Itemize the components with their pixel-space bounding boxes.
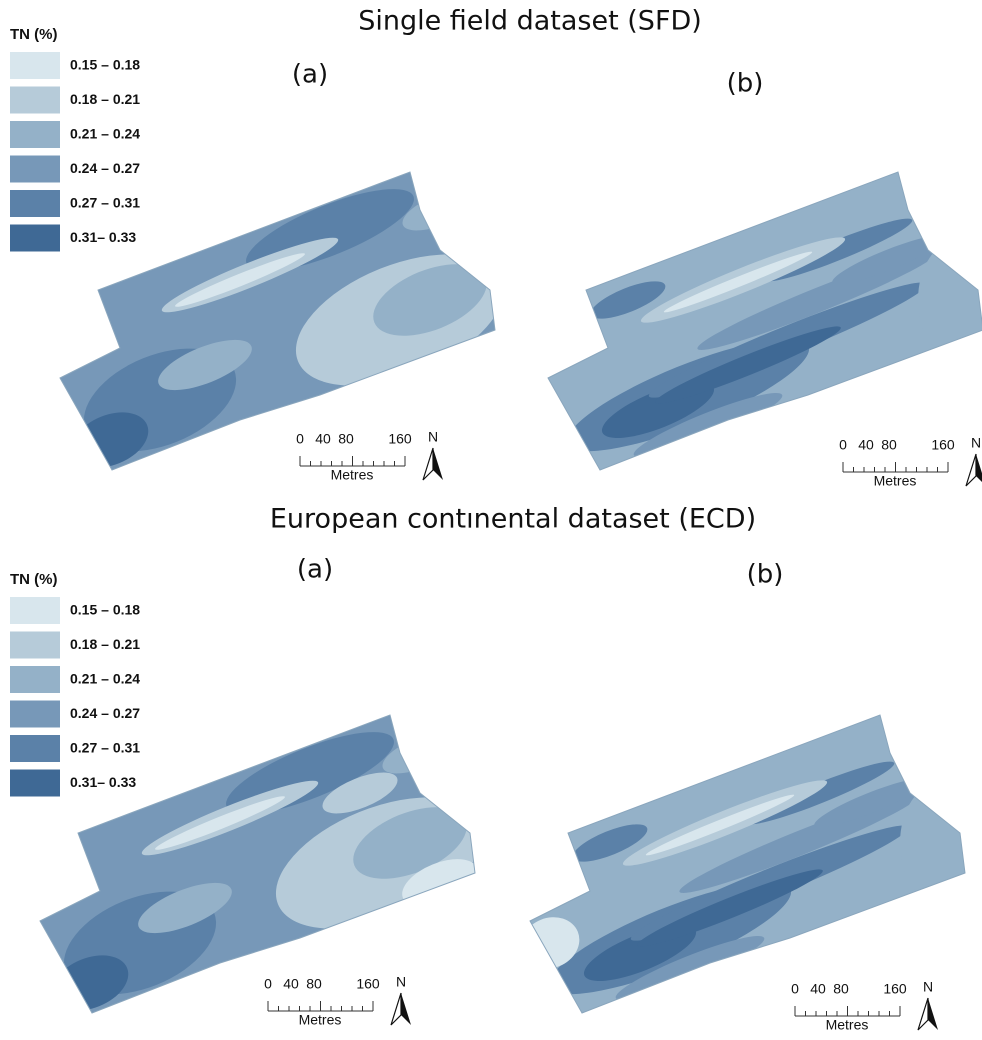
- scale-unit: Metres: [299, 1012, 342, 1028]
- legend-label: 0.15 – 0.18: [70, 602, 140, 618]
- scale-label: 40: [810, 981, 826, 997]
- map-zone: [175, 253, 305, 307]
- legend-title: TN (%): [10, 26, 58, 43]
- north-arrow: [928, 998, 938, 1030]
- legend-swatch: [10, 190, 60, 217]
- north-label: N: [428, 429, 438, 445]
- legend-swatch: [10, 700, 60, 728]
- map-zone: [633, 393, 783, 457]
- legend-swatch: [10, 52, 60, 79]
- scale-label: 160: [356, 976, 380, 992]
- map: [547, 171, 982, 471]
- scale-unit: Metres: [331, 467, 374, 483]
- legend-swatch: [10, 666, 60, 693]
- map-zone: [155, 796, 285, 850]
- map-zone: [655, 326, 841, 404]
- scale-label: 0: [839, 437, 847, 453]
- map-zone: [663, 251, 813, 313]
- scale-label: 40: [858, 437, 874, 453]
- scale-unit: Metres: [826, 1017, 869, 1033]
- scale-label: 40: [315, 431, 331, 447]
- map-zone: [679, 793, 921, 893]
- legend-label: 0.24 – 0.27: [70, 160, 140, 176]
- panel-label: (a): [292, 60, 328, 90]
- map-zone: [158, 339, 252, 391]
- legend-label: 0.27 – 0.31: [70, 740, 140, 756]
- legend-label: 0.31– 0.33: [70, 229, 136, 245]
- map-fill: [40, 715, 475, 1013]
- panel-label: (a): [297, 555, 333, 585]
- panel-label: (b): [747, 560, 784, 590]
- north-label: N: [971, 435, 981, 451]
- map-outline: [59, 171, 496, 471]
- section-title: Single field dataset (SFD): [358, 6, 702, 37]
- map-zone: [615, 936, 765, 1000]
- map-fill: [530, 715, 965, 1013]
- scale-label: 160: [931, 437, 955, 453]
- section: Single field dataset (SFD) TN (%) 0.15 – 0…: [10, 6, 982, 489]
- scale-unit: Metres: [874, 473, 917, 489]
- legend-label: 0.27 – 0.31: [70, 195, 140, 211]
- map-zone: [322, 772, 398, 814]
- scale-label: 0: [264, 976, 272, 992]
- legend-label: 0.18 – 0.21: [70, 636, 140, 652]
- map-outline: [39, 714, 476, 1014]
- legend-swatch: [10, 769, 60, 797]
- map: [529, 714, 966, 1014]
- scale-label: 80: [306, 976, 322, 992]
- legend-label: 0.15 – 0.18: [70, 57, 140, 73]
- map-outline: [529, 714, 966, 1014]
- legend-title: TN (%): [10, 571, 58, 588]
- legend-swatch: [10, 86, 60, 114]
- north-label: N: [923, 979, 933, 995]
- legend-swatch: [10, 121, 60, 148]
- legend-swatch: [10, 155, 60, 183]
- scale-label: 160: [883, 981, 907, 997]
- legend-label: 0.21 – 0.24: [70, 671, 140, 687]
- map-zone: [373, 264, 487, 336]
- scale-label: 80: [833, 981, 849, 997]
- north-arrow: [433, 448, 443, 480]
- map-zone: [697, 250, 939, 350]
- map-zone: [645, 794, 795, 856]
- scale-label: 80: [881, 437, 897, 453]
- map-zone: [637, 869, 823, 947]
- map-zone: [138, 882, 232, 934]
- map-zone: [353, 807, 467, 879]
- legend-swatch: [10, 224, 60, 252]
- map-zone: [832, 235, 944, 285]
- scale-label: 160: [388, 431, 412, 447]
- scale-label: 0: [296, 431, 304, 447]
- legend-swatch: [10, 631, 60, 659]
- section-title: European contınental dataset (ECD): [270, 504, 756, 535]
- map-outline: [547, 171, 982, 471]
- map: [39, 714, 476, 1014]
- map-zone: [590, 281, 666, 319]
- section: European contınental dataset (ECD) TN (%)…: [10, 504, 966, 1033]
- scale-label: 0: [791, 981, 799, 997]
- legend-swatch: [10, 735, 60, 762]
- legend-label: 0.31– 0.33: [70, 774, 136, 790]
- north-arrow: [401, 993, 411, 1025]
- panel-label: (b): [727, 69, 764, 99]
- scale-label: 80: [338, 431, 354, 447]
- legend-label: 0.18 – 0.21: [70, 91, 140, 107]
- map-fill: [548, 172, 982, 470]
- legend-label: 0.24 – 0.27: [70, 705, 140, 721]
- map-zone: [572, 824, 648, 862]
- legend-label: 0.21 – 0.24: [70, 126, 140, 142]
- north-label: N: [396, 974, 406, 990]
- scale-label: 40: [283, 976, 299, 992]
- north-arrow: [976, 454, 982, 482]
- map-zone: [814, 778, 926, 828]
- legend-swatch: [10, 597, 60, 624]
